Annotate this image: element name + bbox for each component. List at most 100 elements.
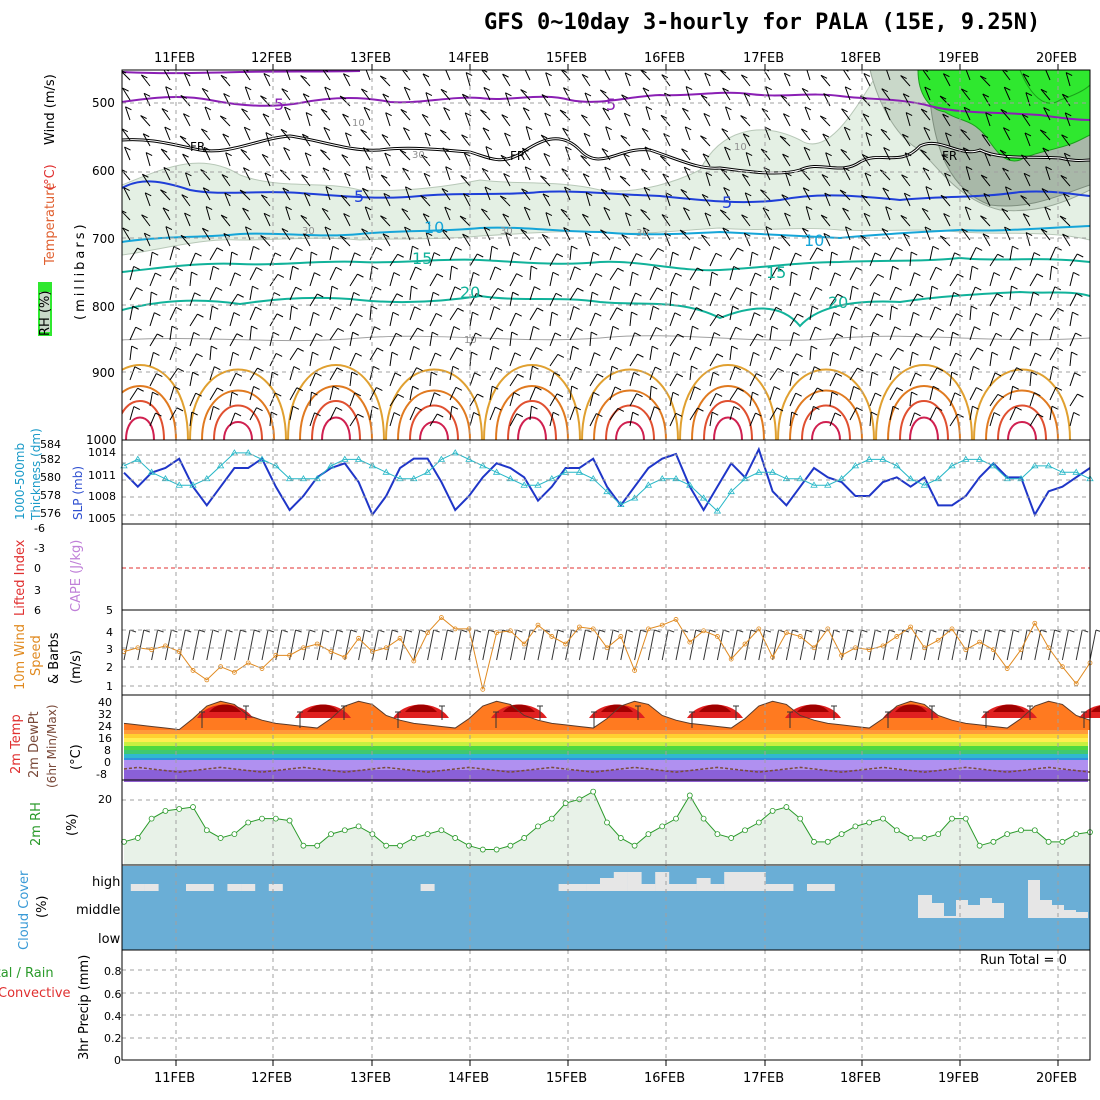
wind-barb-flag bbox=[935, 406, 943, 411]
wind-barb-flag bbox=[140, 115, 147, 120]
slp-point bbox=[1031, 462, 1039, 469]
wind-barb-shaft bbox=[409, 407, 417, 421]
wind-barb-flag bbox=[459, 215, 467, 220]
wind10m-barb bbox=[689, 629, 697, 661]
wind-barb-shaft bbox=[529, 246, 536, 261]
wind-barb-shaft bbox=[206, 70, 211, 81]
wind-barb-flag bbox=[295, 286, 302, 291]
wind-barb-flag bbox=[961, 88, 968, 93]
wind-barb-flag bbox=[482, 127, 490, 132]
wind-barb-shaft bbox=[829, 412, 836, 427]
wind-barb-flag bbox=[304, 192, 311, 197]
wind-barb-shaft bbox=[229, 293, 239, 307]
wind-barb-shaft bbox=[704, 212, 711, 227]
slp-point bbox=[437, 455, 446, 462]
wind-barb-shaft bbox=[903, 193, 911, 207]
wind-barb-flag bbox=[616, 307, 624, 312]
wind-barb-shaft bbox=[404, 226, 411, 241]
wind-barb-flag bbox=[964, 206, 972, 211]
wind-barb-flag bbox=[803, 146, 811, 151]
wind-barb-flag bbox=[831, 391, 839, 396]
wind-barb-shaft bbox=[425, 232, 431, 247]
date-label-top: 12FEB bbox=[251, 51, 292, 66]
wind-barb-shaft bbox=[240, 149, 251, 161]
wind10m-barb bbox=[399, 629, 407, 661]
wind-barb-shaft bbox=[229, 252, 233, 267]
wind-barb-flag bbox=[596, 413, 603, 417]
wind-barb-shaft bbox=[482, 127, 491, 141]
wind-barb-flag bbox=[737, 247, 744, 252]
wind-barb-shaft bbox=[541, 234, 551, 247]
wind-barb-flag bbox=[995, 332, 1003, 337]
wind-barb-flag bbox=[773, 386, 781, 391]
wind-barb-flag bbox=[240, 148, 248, 153]
wind-barb-flag bbox=[254, 346, 261, 351]
tick-w1: 1 bbox=[106, 680, 113, 693]
wind-barb-shaft bbox=[684, 126, 691, 141]
wind-barb-flag bbox=[1022, 213, 1030, 218]
wind-barb-flag bbox=[297, 347, 304, 352]
wind-barb-shaft bbox=[529, 266, 532, 281]
wind-barb-flag bbox=[872, 331, 880, 336]
wind-barb-shaft bbox=[640, 209, 651, 221]
wind10m-barb bbox=[551, 629, 559, 661]
wind-barb-flag bbox=[811, 305, 819, 310]
wind-barb-shaft bbox=[620, 135, 631, 147]
wind-barb-flag bbox=[301, 174, 308, 179]
wind10m-barb-flag bbox=[157, 629, 164, 633]
wind10m-point bbox=[149, 647, 155, 653]
panel-frame bbox=[121, 949, 1091, 1061]
wind-barb-flag bbox=[385, 112, 392, 117]
wind-barb-shaft bbox=[823, 93, 831, 107]
label-temp-10: 10 bbox=[424, 218, 444, 237]
cloud-middle-bar bbox=[1028, 880, 1040, 918]
wind-barb-shaft bbox=[561, 168, 571, 181]
wind-barb-shaft bbox=[681, 107, 691, 121]
wind-barb-flag bbox=[272, 331, 280, 336]
wind-barb-shaft bbox=[309, 352, 313, 367]
wind-barb-shaft bbox=[1004, 186, 1011, 201]
wind-barb-flag bbox=[920, 149, 927, 154]
ylabel-temp2m-2: 2m DewPt bbox=[27, 711, 42, 778]
wind-barb-flag bbox=[623, 153, 630, 158]
wind-barb-shaft bbox=[369, 387, 377, 401]
wind-barb-shaft bbox=[363, 107, 371, 121]
chart-title: GFS 0~10day 3-hourly for PALA (15E, 9.25… bbox=[484, 10, 1041, 35]
wind-barb-shaft bbox=[600, 229, 611, 241]
wind-barb-flag bbox=[1002, 167, 1009, 172]
wind-barb-flag bbox=[1023, 172, 1031, 177]
boundary-layer-contour bbox=[899, 400, 949, 440]
wind-barb-flag bbox=[340, 235, 347, 240]
temp2m-minmax-bars bbox=[199, 705, 1087, 728]
ylabel-temperature: Temperature bbox=[43, 183, 58, 266]
wind-barb-flag bbox=[625, 212, 632, 217]
wind-barb-flag bbox=[1014, 306, 1021, 311]
slp-point bbox=[589, 474, 597, 482]
slp-point bbox=[561, 468, 570, 475]
wind-barb-shaft bbox=[863, 73, 871, 87]
wind-barb-flag bbox=[719, 70, 727, 74]
wind-barb-flag bbox=[555, 292, 563, 297]
wind-barb-shaft bbox=[322, 167, 331, 181]
tick-middle: middle bbox=[76, 903, 120, 918]
wind-barb-shaft bbox=[462, 193, 471, 207]
wind-barb-shaft bbox=[989, 372, 996, 387]
wind-barb-flag bbox=[615, 346, 623, 351]
slp-point bbox=[451, 449, 459, 456]
wind-barb-flag bbox=[856, 407, 863, 412]
wind10m-point bbox=[438, 615, 444, 620]
wind-barb-shaft bbox=[989, 352, 993, 367]
wind-barb-flag bbox=[553, 372, 561, 377]
wind-barb-flag bbox=[194, 292, 201, 297]
wind10m-point bbox=[742, 641, 748, 647]
wind-barb-shaft bbox=[723, 187, 731, 201]
wind10m-barb bbox=[979, 629, 987, 661]
wind-barb-shaft bbox=[189, 292, 196, 307]
wind-barb-flag bbox=[863, 72, 871, 77]
wind-barb-shaft bbox=[182, 153, 191, 167]
wind-barb-flag bbox=[213, 405, 220, 410]
wind-barb-shaft bbox=[589, 292, 593, 307]
wind-barb-shaft bbox=[469, 412, 475, 427]
wind-barb-shaft bbox=[349, 252, 356, 267]
wind-barb-flag bbox=[1040, 228, 1048, 233]
